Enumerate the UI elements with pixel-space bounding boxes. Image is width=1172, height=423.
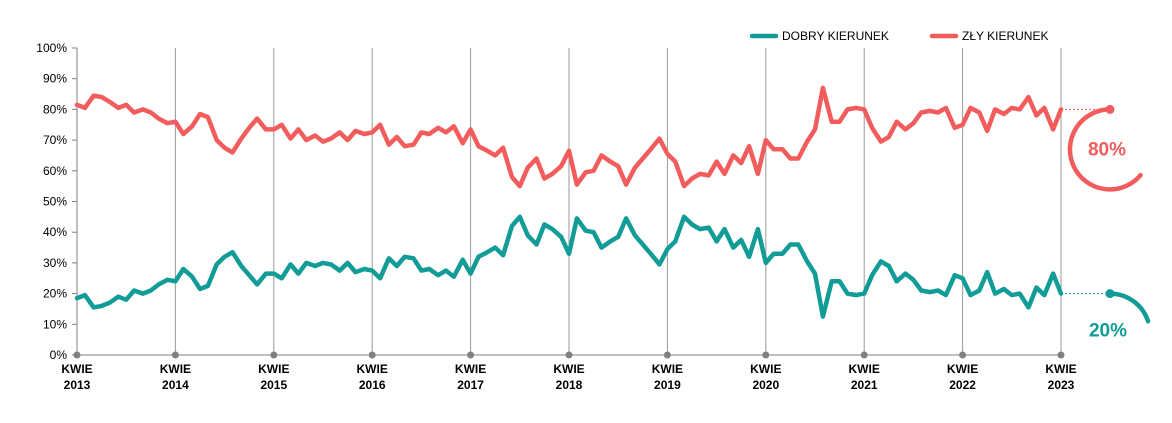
y-tick-label: 10% xyxy=(43,317,67,331)
x-tick-dot xyxy=(368,351,376,359)
y-tick-label: 80% xyxy=(43,102,67,116)
x-tick-year: 2017 xyxy=(457,378,484,392)
annotation-value: 80% xyxy=(1088,139,1126,160)
x-tick-dot xyxy=(467,351,475,359)
series-line-0 xyxy=(74,214,1064,319)
x-tick-dot xyxy=(762,351,770,359)
x-tick-year: 2019 xyxy=(654,378,681,392)
x-tick-dot xyxy=(959,351,967,359)
x-tick-dot xyxy=(73,351,81,359)
x-tick-year: 2018 xyxy=(556,378,583,392)
chart-grid xyxy=(76,48,1062,355)
x-tick-month: KWIE xyxy=(455,362,486,376)
x-tick-month: KWIE xyxy=(1045,362,1076,376)
x-tick-dot xyxy=(565,351,573,359)
x-axis-ticks: KWIE 2013 KWIE 2014 KWIE 2015 KWIE 2016 KWIE 2017… xyxy=(61,351,1077,392)
x-tick-year: 2022 xyxy=(949,378,976,392)
x-tick-dot xyxy=(663,351,671,359)
y-tick-label: 20% xyxy=(43,287,67,301)
x-tick-month: KWIE xyxy=(357,362,388,376)
x-tick-year: 2016 xyxy=(359,378,386,392)
end-annotations: 20% 80% xyxy=(1065,104,1151,342)
y-tick-label: 90% xyxy=(43,72,67,86)
y-tick-label: 40% xyxy=(43,225,67,239)
y-tick-label: 100% xyxy=(36,41,67,55)
y-tick-label: 70% xyxy=(43,133,67,147)
legend-label-0: DOBRY KIERUNEK xyxy=(782,29,889,43)
x-tick-month: KWIE xyxy=(160,362,191,376)
x-tick-month: KWIE xyxy=(258,362,289,376)
x-tick-month: KWIE xyxy=(849,362,880,376)
x-tick-year: 2014 xyxy=(162,378,189,392)
annotation-value: 20% xyxy=(1089,321,1127,342)
annotation-arc xyxy=(1067,107,1143,192)
x-tick-month: KWIE xyxy=(652,362,683,376)
legend-label-1: ZŁY KIERUNEK xyxy=(962,29,1048,43)
annotation-arc xyxy=(1107,291,1151,324)
x-tick-dot xyxy=(171,351,179,359)
y-tick-label: 0% xyxy=(50,348,68,362)
x-tick-dot xyxy=(270,351,278,359)
x-tick-month: KWIE xyxy=(553,362,584,376)
x-tick-month: KWIE xyxy=(61,362,92,376)
x-tick-year: 2020 xyxy=(752,378,779,392)
y-axis-ticks: 0% 10% 20% 30% 40% 50% 60% 70% 80% 90% 100% xyxy=(36,41,77,362)
x-tick-year: 2021 xyxy=(851,378,878,392)
legend: DOBRY KIERUNEK ZŁY KIERUNEK xyxy=(749,29,1048,43)
series-lines xyxy=(74,85,1064,319)
x-tick-dot xyxy=(1057,351,1065,359)
x-tick-year: 2023 xyxy=(1048,378,1075,392)
x-tick-month: KWIE xyxy=(947,362,978,376)
y-tick-label: 50% xyxy=(43,195,67,209)
x-tick-year: 2015 xyxy=(260,378,287,392)
y-tick-label: 60% xyxy=(43,164,67,178)
series-line-1 xyxy=(74,85,1064,189)
x-tick-year: 2013 xyxy=(64,378,91,392)
x-tick-dot xyxy=(860,351,868,359)
x-tick-month: KWIE xyxy=(750,362,781,376)
y-tick-label: 30% xyxy=(43,256,67,270)
